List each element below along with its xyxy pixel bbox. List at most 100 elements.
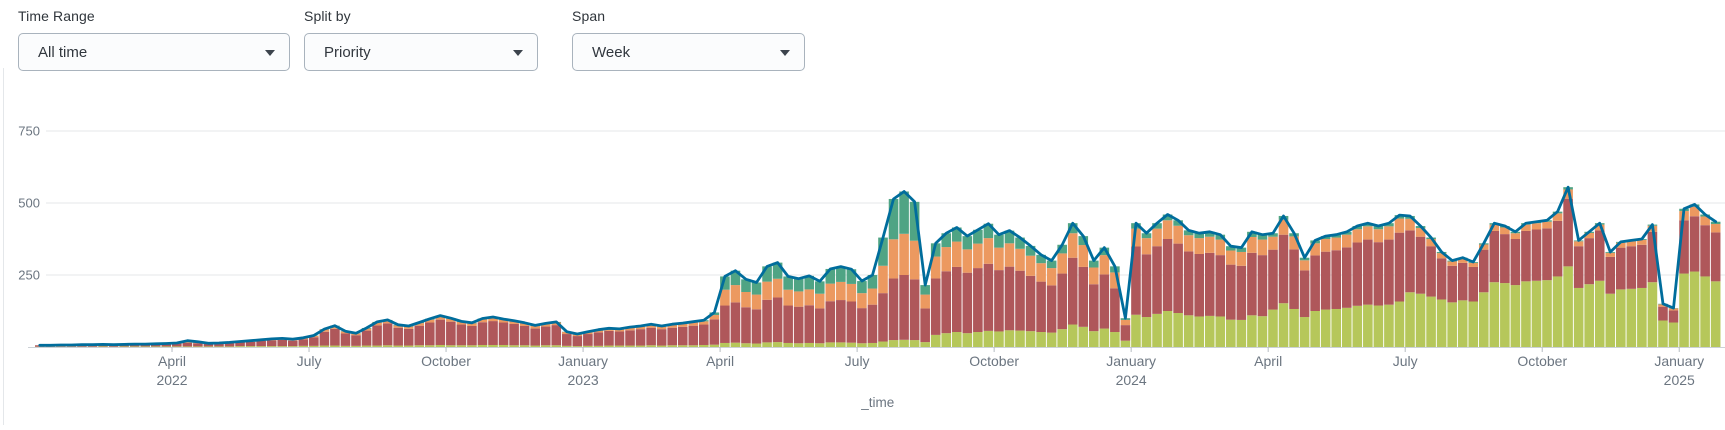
bar-segment-lime[interactable] <box>383 345 393 347</box>
bar-segment-orange[interactable] <box>847 284 857 302</box>
bar-segment-lime[interactable] <box>826 342 836 347</box>
bar-segment-orange[interactable] <box>1173 226 1183 244</box>
bar-segment-red[interactable] <box>615 331 625 345</box>
bar-segment-red[interactable] <box>551 325 561 345</box>
bar-segment-orange[interactable] <box>731 285 741 302</box>
bar-segment-red[interactable] <box>994 270 1004 331</box>
bar-segment-teal[interactable] <box>963 236 973 249</box>
bar-segment-teal[interactable] <box>899 191 909 233</box>
bar-segment-teal[interactable] <box>815 281 825 293</box>
bar-segment-lime[interactable] <box>1026 331 1036 347</box>
bar-segment-lime[interactable] <box>1047 333 1057 347</box>
bar-segment-lime[interactable] <box>752 344 762 347</box>
bar-segment-teal[interactable] <box>857 281 867 293</box>
bar-segment-red[interactable] <box>741 307 751 343</box>
bar-segment-red[interactable] <box>868 305 878 343</box>
bar-segment-red[interactable] <box>1047 285 1057 332</box>
bar-segment-red[interactable] <box>1553 221 1563 277</box>
bar-segment-red[interactable] <box>857 308 867 343</box>
bar-segment-lime[interactable] <box>299 346 309 347</box>
bar-segment-red[interactable] <box>404 329 414 346</box>
bar-segment-orange[interactable] <box>1078 245 1088 267</box>
bar-segment-red[interactable] <box>1321 252 1331 310</box>
bar-segment-lime[interactable] <box>1342 308 1352 347</box>
bar-segment-lime[interactable] <box>1490 282 1500 347</box>
bar-segment-orange[interactable] <box>1268 237 1278 250</box>
bar-segment-red[interactable] <box>783 306 793 343</box>
bar-segment-red[interactable] <box>583 334 593 346</box>
bar-segment-red[interactable] <box>573 336 583 346</box>
bar-segment-lime[interactable] <box>1405 292 1415 347</box>
bar-segment-red[interactable] <box>320 332 330 346</box>
bar-segment-lime[interactable] <box>119 346 129 347</box>
bar-segment-red[interactable] <box>688 326 698 346</box>
bar-segment-lime[interactable] <box>573 346 583 347</box>
bar-segment-lime[interactable] <box>1121 341 1131 347</box>
bar-segment-red[interactable] <box>1237 266 1247 320</box>
bar-segment-red[interactable] <box>931 278 941 334</box>
bar-segment-lime[interactable] <box>1584 284 1594 347</box>
bar-segment-teal[interactable] <box>794 279 804 292</box>
bar-segment-orange[interactable] <box>1574 241 1584 246</box>
bar-segment-red[interactable] <box>1036 282 1046 332</box>
bar-segment-red[interactable] <box>457 325 467 346</box>
bar-segment-red[interactable] <box>1226 265 1236 320</box>
bar-segment-lime[interactable] <box>1237 320 1247 347</box>
bar-segment-red[interactable] <box>678 327 688 345</box>
bar-segment-lime[interactable] <box>699 345 709 347</box>
bar-segment-orange[interactable] <box>1258 240 1268 256</box>
bar-segment-lime[interactable] <box>309 346 319 347</box>
bar-segment-red[interactable] <box>1447 266 1457 303</box>
bar-segment-lime[interactable] <box>488 345 498 347</box>
bar-segment-red[interactable] <box>499 323 509 345</box>
bar-segment-lime[interactable] <box>362 346 372 347</box>
bar-segment-red[interactable] <box>1363 240 1373 305</box>
bar-segment-lime[interactable] <box>1110 332 1120 347</box>
bar-segment-red[interactable] <box>193 343 203 346</box>
bar-segment-lime[interactable] <box>1331 309 1341 347</box>
bar-segment-lime[interactable] <box>1616 289 1626 347</box>
bar-segment-red[interactable] <box>1100 274 1110 328</box>
bar-segment-lime[interactable] <box>1247 315 1257 347</box>
bar-segment-red[interactable] <box>1405 230 1415 292</box>
bar-segment-red[interactable] <box>836 300 846 342</box>
bar-segment-orange[interactable] <box>836 282 846 300</box>
bar-segment-lime[interactable] <box>815 343 825 347</box>
bar-segment-red[interactable] <box>847 301 857 342</box>
bar-segment-lime[interactable] <box>520 345 530 347</box>
bar-segment-lime[interactable] <box>1416 294 1426 347</box>
bar-segment-lime[interactable] <box>667 345 677 347</box>
bar-segment-lime[interactable] <box>467 345 477 347</box>
bar-segment-lime[interactable] <box>499 345 509 347</box>
bar-segment-lime[interactable] <box>1078 327 1088 347</box>
bar-segment-lime[interactable] <box>235 346 245 347</box>
bar-segment-lime[interactable] <box>994 331 1004 347</box>
bar-segment-orange[interactable] <box>1353 229 1363 242</box>
bar-segment-red[interactable] <box>1595 230 1605 280</box>
split-by-dropdown[interactable]: Priority <box>304 33 538 71</box>
bar-segment-orange[interactable] <box>1511 233 1521 239</box>
bar-segment-lime[interactable] <box>973 332 983 347</box>
bar-segment-red[interactable] <box>1426 246 1436 296</box>
bar-segment-red[interactable] <box>1658 307 1668 321</box>
bar-segment-lime[interactable] <box>1173 313 1183 347</box>
bar-segment-red[interactable] <box>1690 216 1700 271</box>
bar-segment-orange[interactable] <box>1057 253 1067 273</box>
bar-segment-red[interactable] <box>1078 267 1088 327</box>
bar-segment-red[interactable] <box>963 273 973 333</box>
bar-segment-lime[interactable] <box>1226 320 1236 347</box>
bar-segment-orange[interactable] <box>1015 249 1025 271</box>
bar-segment-orange[interactable] <box>815 294 825 309</box>
bar-segment-orange[interactable] <box>973 244 983 268</box>
bar-segment-lime[interactable] <box>720 343 730 347</box>
bar-segment-red[interactable] <box>1310 255 1320 311</box>
bar-segment-orange[interactable] <box>1468 263 1478 267</box>
bar-segment-red[interactable] <box>1521 231 1531 281</box>
bar-segment-lime[interactable] <box>1574 288 1584 347</box>
bar-segment-red[interactable] <box>425 323 435 346</box>
bar-segment-orange[interactable] <box>1363 226 1373 239</box>
bar-segment-red[interactable] <box>1152 246 1162 314</box>
bar-segment-orange[interactable] <box>826 284 836 302</box>
bar-segment-lime[interactable] <box>1015 331 1025 347</box>
bar-segment-lime[interactable] <box>646 345 656 347</box>
